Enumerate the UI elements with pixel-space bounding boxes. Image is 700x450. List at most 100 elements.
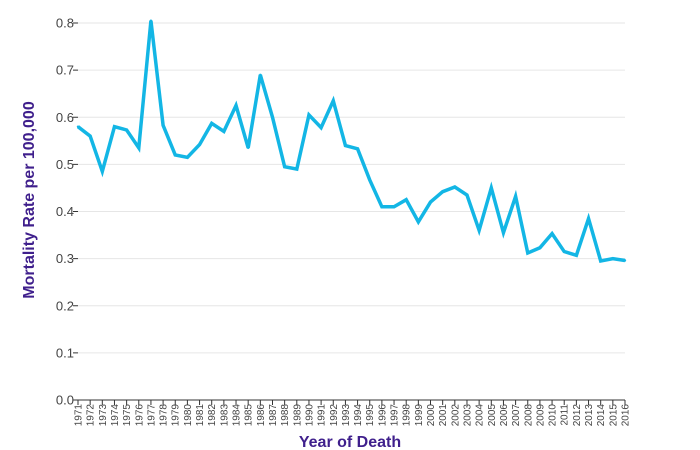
x-tick-label: 1997	[390, 404, 401, 427]
x-tick-label: 1980	[183, 404, 194, 427]
data-point	[283, 165, 286, 168]
data-point	[307, 113, 311, 117]
x-tick-label: 1998	[402, 404, 413, 427]
x-tick-label: 1993	[341, 404, 352, 427]
data-point	[271, 116, 274, 119]
data-point	[441, 190, 444, 193]
data-point	[514, 195, 517, 198]
x-tick-label: 2006	[499, 404, 510, 427]
x-tick-label: 1972	[86, 404, 97, 427]
axes	[73, 22, 626, 405]
y-axis-title: Mortality Rate per 100,000	[21, 101, 38, 299]
series-layer	[76, 19, 627, 264]
x-tick-label: 1987	[268, 404, 279, 427]
data-point	[465, 193, 469, 197]
x-tick-label: 1985	[244, 404, 255, 427]
x-tick-label: 1982	[207, 404, 218, 427]
x-tick-label: 2008	[523, 404, 534, 427]
data-point	[222, 130, 226, 133]
x-tick-label: 1990	[304, 404, 315, 427]
data-point	[259, 73, 262, 77]
data-point	[563, 250, 566, 253]
x-tick-label: 2015	[608, 404, 619, 427]
y-tick-label: 0.7	[56, 63, 74, 78]
x-tick-label: 2004	[475, 404, 486, 427]
x-tick-label: 2002	[450, 404, 461, 427]
data-point	[575, 254, 578, 257]
data-point	[149, 19, 153, 22]
data-point	[295, 167, 298, 171]
x-axis-title: Year of Death	[299, 434, 401, 450]
data-point	[88, 134, 92, 138]
x-tick-label: 2012	[572, 404, 583, 427]
x-tick-label: 2003	[462, 404, 473, 427]
data-point	[344, 144, 347, 147]
data-point	[246, 146, 250, 150]
x-tick-label: 2011	[560, 404, 571, 426]
x-tick-label: 2005	[487, 404, 498, 427]
x-tick-label: 1975	[122, 404, 133, 427]
y-tick-label: 0.5	[56, 157, 74, 172]
data-point	[599, 259, 602, 263]
y-tick-label: 0.2	[56, 298, 74, 313]
x-tick-label: 1971	[74, 404, 85, 427]
data-point	[453, 185, 457, 189]
x-tick-label: 1984	[232, 404, 243, 427]
data-point	[405, 198, 408, 201]
data-point	[368, 178, 371, 182]
data-point	[526, 251, 529, 255]
x-tick-label: 1974	[110, 404, 121, 427]
x-tick-label: 1976	[134, 404, 145, 427]
x-tick-label: 1995	[365, 404, 376, 427]
y-tick-label: 0.6	[56, 110, 74, 125]
data-point	[429, 200, 432, 204]
gridlines	[78, 22, 625, 354]
data-point	[101, 170, 104, 173]
data-point	[319, 126, 323, 129]
x-tick-label: 1999	[414, 404, 425, 427]
x-tick-label: 1991	[317, 404, 328, 427]
y-tick-label: 0.8	[56, 16, 74, 31]
x-tick-label: 2010	[548, 404, 559, 427]
data-point	[490, 186, 493, 190]
y-tick-label: 0.3	[56, 251, 74, 266]
data-point	[392, 205, 396, 208]
x-tick-label: 1977	[146, 404, 157, 427]
data-point	[611, 257, 615, 260]
x-tick-label: 1981	[195, 404, 206, 427]
x-tick-label: 1986	[256, 404, 267, 427]
data-point	[198, 143, 201, 146]
data-point	[186, 156, 189, 159]
x-tick-label: 1988	[280, 404, 291, 427]
x-tick-label: 1989	[292, 404, 303, 427]
data-point	[538, 246, 542, 249]
x-tick-label: 1983	[219, 404, 230, 427]
data-point	[113, 125, 116, 128]
data-point	[550, 232, 554, 235]
data-point	[380, 205, 384, 208]
x-tick-label: 2007	[511, 404, 522, 427]
data-point	[502, 231, 505, 234]
x-tick-label: 2013	[584, 404, 595, 427]
data-point	[125, 128, 128, 132]
data-point	[161, 124, 165, 127]
data-point	[174, 153, 177, 157]
x-tick-label: 1979	[171, 404, 182, 427]
data-point	[356, 147, 359, 151]
x-tick-label: 1978	[159, 404, 170, 427]
data-point	[332, 99, 335, 102]
data-point	[76, 125, 80, 128]
x-tick-label: 1996	[377, 404, 388, 427]
data-point	[587, 217, 590, 220]
x-tick-label: 1994	[353, 404, 364, 427]
data-point	[137, 146, 140, 150]
x-tick-label: 2016	[621, 404, 632, 427]
y-tick-label: 0.4	[56, 204, 74, 219]
data-point	[234, 104, 238, 107]
x-tick-label: 2009	[535, 404, 546, 427]
data-point	[210, 122, 213, 125]
x-tick-label: 1973	[98, 404, 109, 427]
y-tick-label: 0.0	[56, 393, 74, 408]
